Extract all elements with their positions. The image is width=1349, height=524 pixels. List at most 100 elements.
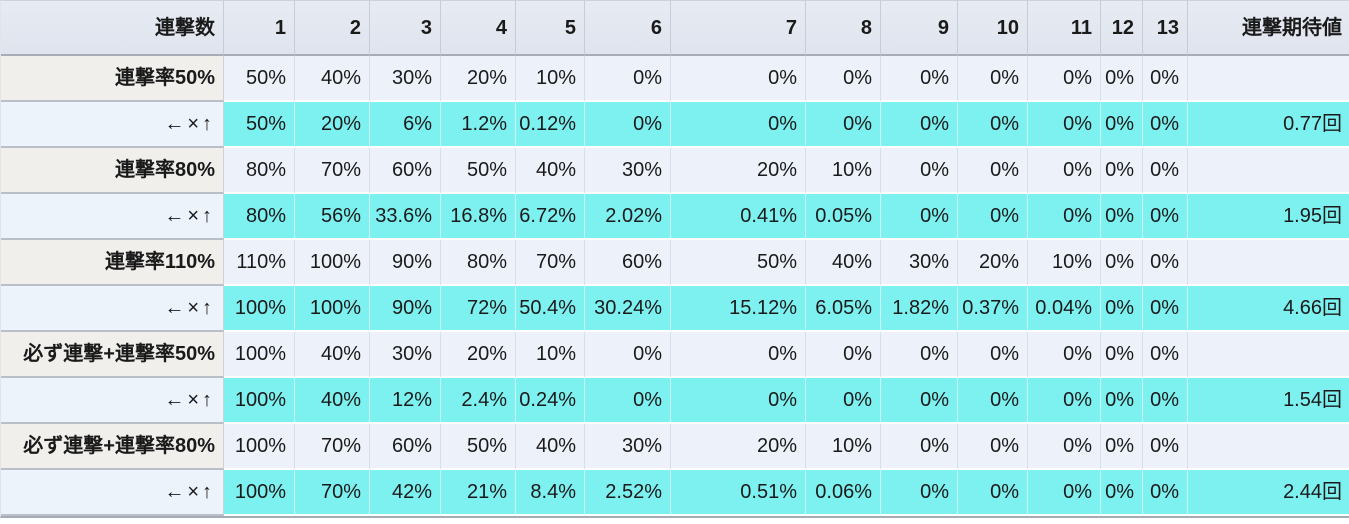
value-cell: 0%	[881, 470, 958, 516]
product-row-label: ←×↑	[1, 378, 224, 424]
expected-value-cell	[1188, 56, 1349, 102]
value-cell: 12%	[370, 378, 441, 424]
value-cell: 0%	[806, 332, 881, 378]
value-cell: 15.12%	[671, 286, 806, 332]
value-cell: 0%	[806, 56, 881, 102]
value-cell: 0%	[881, 148, 958, 194]
hit-count-header: 11	[1028, 1, 1101, 56]
expected-value-cell: 0.77回	[1188, 102, 1349, 148]
value-cell: 20%	[671, 424, 806, 470]
value-cell: 20%	[958, 240, 1028, 286]
value-cell: 40%	[516, 148, 585, 194]
value-cell: 30%	[370, 332, 441, 378]
hit-count-header: 9	[881, 1, 958, 56]
value-cell: 0%	[671, 102, 806, 148]
value-cell: 0%	[1101, 332, 1143, 378]
hit-count-header: 12	[1101, 1, 1143, 56]
value-cell: 0%	[671, 378, 806, 424]
value-cell: 100%	[224, 424, 295, 470]
product-row-label: ←×↑	[1, 194, 224, 240]
value-cell: 0%	[958, 332, 1028, 378]
expected-value-cell	[1188, 332, 1349, 378]
value-cell: 0%	[881, 378, 958, 424]
value-cell: 110%	[224, 240, 295, 286]
value-cell: 0%	[1028, 424, 1101, 470]
value-cell: 70%	[295, 148, 370, 194]
value-cell: 1.82%	[881, 286, 958, 332]
header-row: 連撃数 1 2 3 4 5 6 7 8 9 10 11 12 13 連撃期待値	[1, 1, 1349, 56]
value-cell: 10%	[516, 332, 585, 378]
value-cell: 0.04%	[1028, 286, 1101, 332]
value-cell: 0%	[1101, 148, 1143, 194]
value-cell: 70%	[295, 424, 370, 470]
rate-row: 連撃率50% 50% 40% 30% 20% 10% 0% 0% 0% 0% 0% 0% 0% 0%	[1, 56, 1349, 102]
hit-count-header: 10	[958, 1, 1028, 56]
value-cell: 50%	[224, 56, 295, 102]
value-cell: 40%	[516, 424, 585, 470]
value-cell: 50%	[224, 102, 295, 148]
value-cell: 70%	[295, 470, 370, 516]
value-cell: 80%	[224, 194, 295, 240]
rate-row-label: 連撃率50%	[1, 56, 224, 102]
rate-row-label: 連撃率110%	[1, 240, 224, 286]
product-row-label: ←×↑	[1, 470, 224, 516]
value-cell: 0%	[1101, 56, 1143, 102]
value-cell: 100%	[224, 332, 295, 378]
expected-value-header: 連撃期待値	[1188, 1, 1349, 56]
value-cell: 2.02%	[585, 194, 671, 240]
hit-count-header: 2	[295, 1, 370, 56]
value-cell: 30.24%	[585, 286, 671, 332]
value-cell: 0%	[1101, 378, 1143, 424]
hit-count-header: 8	[806, 1, 881, 56]
value-cell: 6.72%	[516, 194, 585, 240]
value-cell: 0%	[1028, 194, 1101, 240]
value-cell: 0%	[1101, 194, 1143, 240]
value-cell: 0%	[958, 194, 1028, 240]
value-cell: 0%	[1143, 424, 1188, 470]
value-cell: 0.24%	[516, 378, 585, 424]
value-cell: 0%	[881, 424, 958, 470]
value-cell: 0%	[1143, 470, 1188, 516]
value-cell: 0%	[958, 102, 1028, 148]
rate-row-label: 必ず連撃+連撃率50%	[1, 332, 224, 378]
expected-value-cell: 2.44回	[1188, 470, 1349, 516]
hit-count-header: 5	[516, 1, 585, 56]
value-cell: 0%	[881, 194, 958, 240]
rate-row-label: 必ず連撃+連撃率80%	[1, 424, 224, 470]
value-cell: 40%	[806, 240, 881, 286]
value-cell: 0%	[1101, 286, 1143, 332]
value-cell: 0%	[1143, 148, 1188, 194]
value-cell: 0.06%	[806, 470, 881, 516]
value-cell: 72%	[441, 286, 516, 332]
value-cell: 0%	[1028, 470, 1101, 516]
value-cell: 50%	[441, 148, 516, 194]
value-cell: 2.52%	[585, 470, 671, 516]
value-cell: 0%	[671, 332, 806, 378]
rate-row: 連撃率80% 80% 70% 60% 50% 40% 30% 20% 10% 0% 0% 0% 0% 0%	[1, 148, 1349, 194]
value-cell: 30%	[585, 424, 671, 470]
hit-count-header: 4	[441, 1, 516, 56]
value-cell: 0.05%	[806, 194, 881, 240]
value-cell: 40%	[295, 378, 370, 424]
product-row: ←×↑ 100% 70% 42% 21% 8.4% 2.52% 0.51% 0.06% 0% 0% 0…	[1, 470, 1349, 516]
value-cell: 20%	[295, 102, 370, 148]
value-cell: 0%	[1028, 378, 1101, 424]
value-cell: 30%	[585, 148, 671, 194]
value-cell: 6%	[370, 102, 441, 148]
value-cell: 50%	[441, 424, 516, 470]
value-cell: 0%	[881, 56, 958, 102]
value-cell: 0%	[958, 378, 1028, 424]
value-cell: 8.4%	[516, 470, 585, 516]
value-cell: 10%	[1028, 240, 1101, 286]
value-cell: 21%	[441, 470, 516, 516]
value-cell: 0%	[881, 102, 958, 148]
value-cell: 0%	[958, 470, 1028, 516]
value-cell: 6.05%	[806, 286, 881, 332]
value-cell: 0%	[958, 56, 1028, 102]
value-cell: 0%	[1143, 332, 1188, 378]
expected-value-cell	[1188, 148, 1349, 194]
value-cell: 0.41%	[671, 194, 806, 240]
value-cell: 0%	[806, 378, 881, 424]
value-cell: 20%	[671, 148, 806, 194]
